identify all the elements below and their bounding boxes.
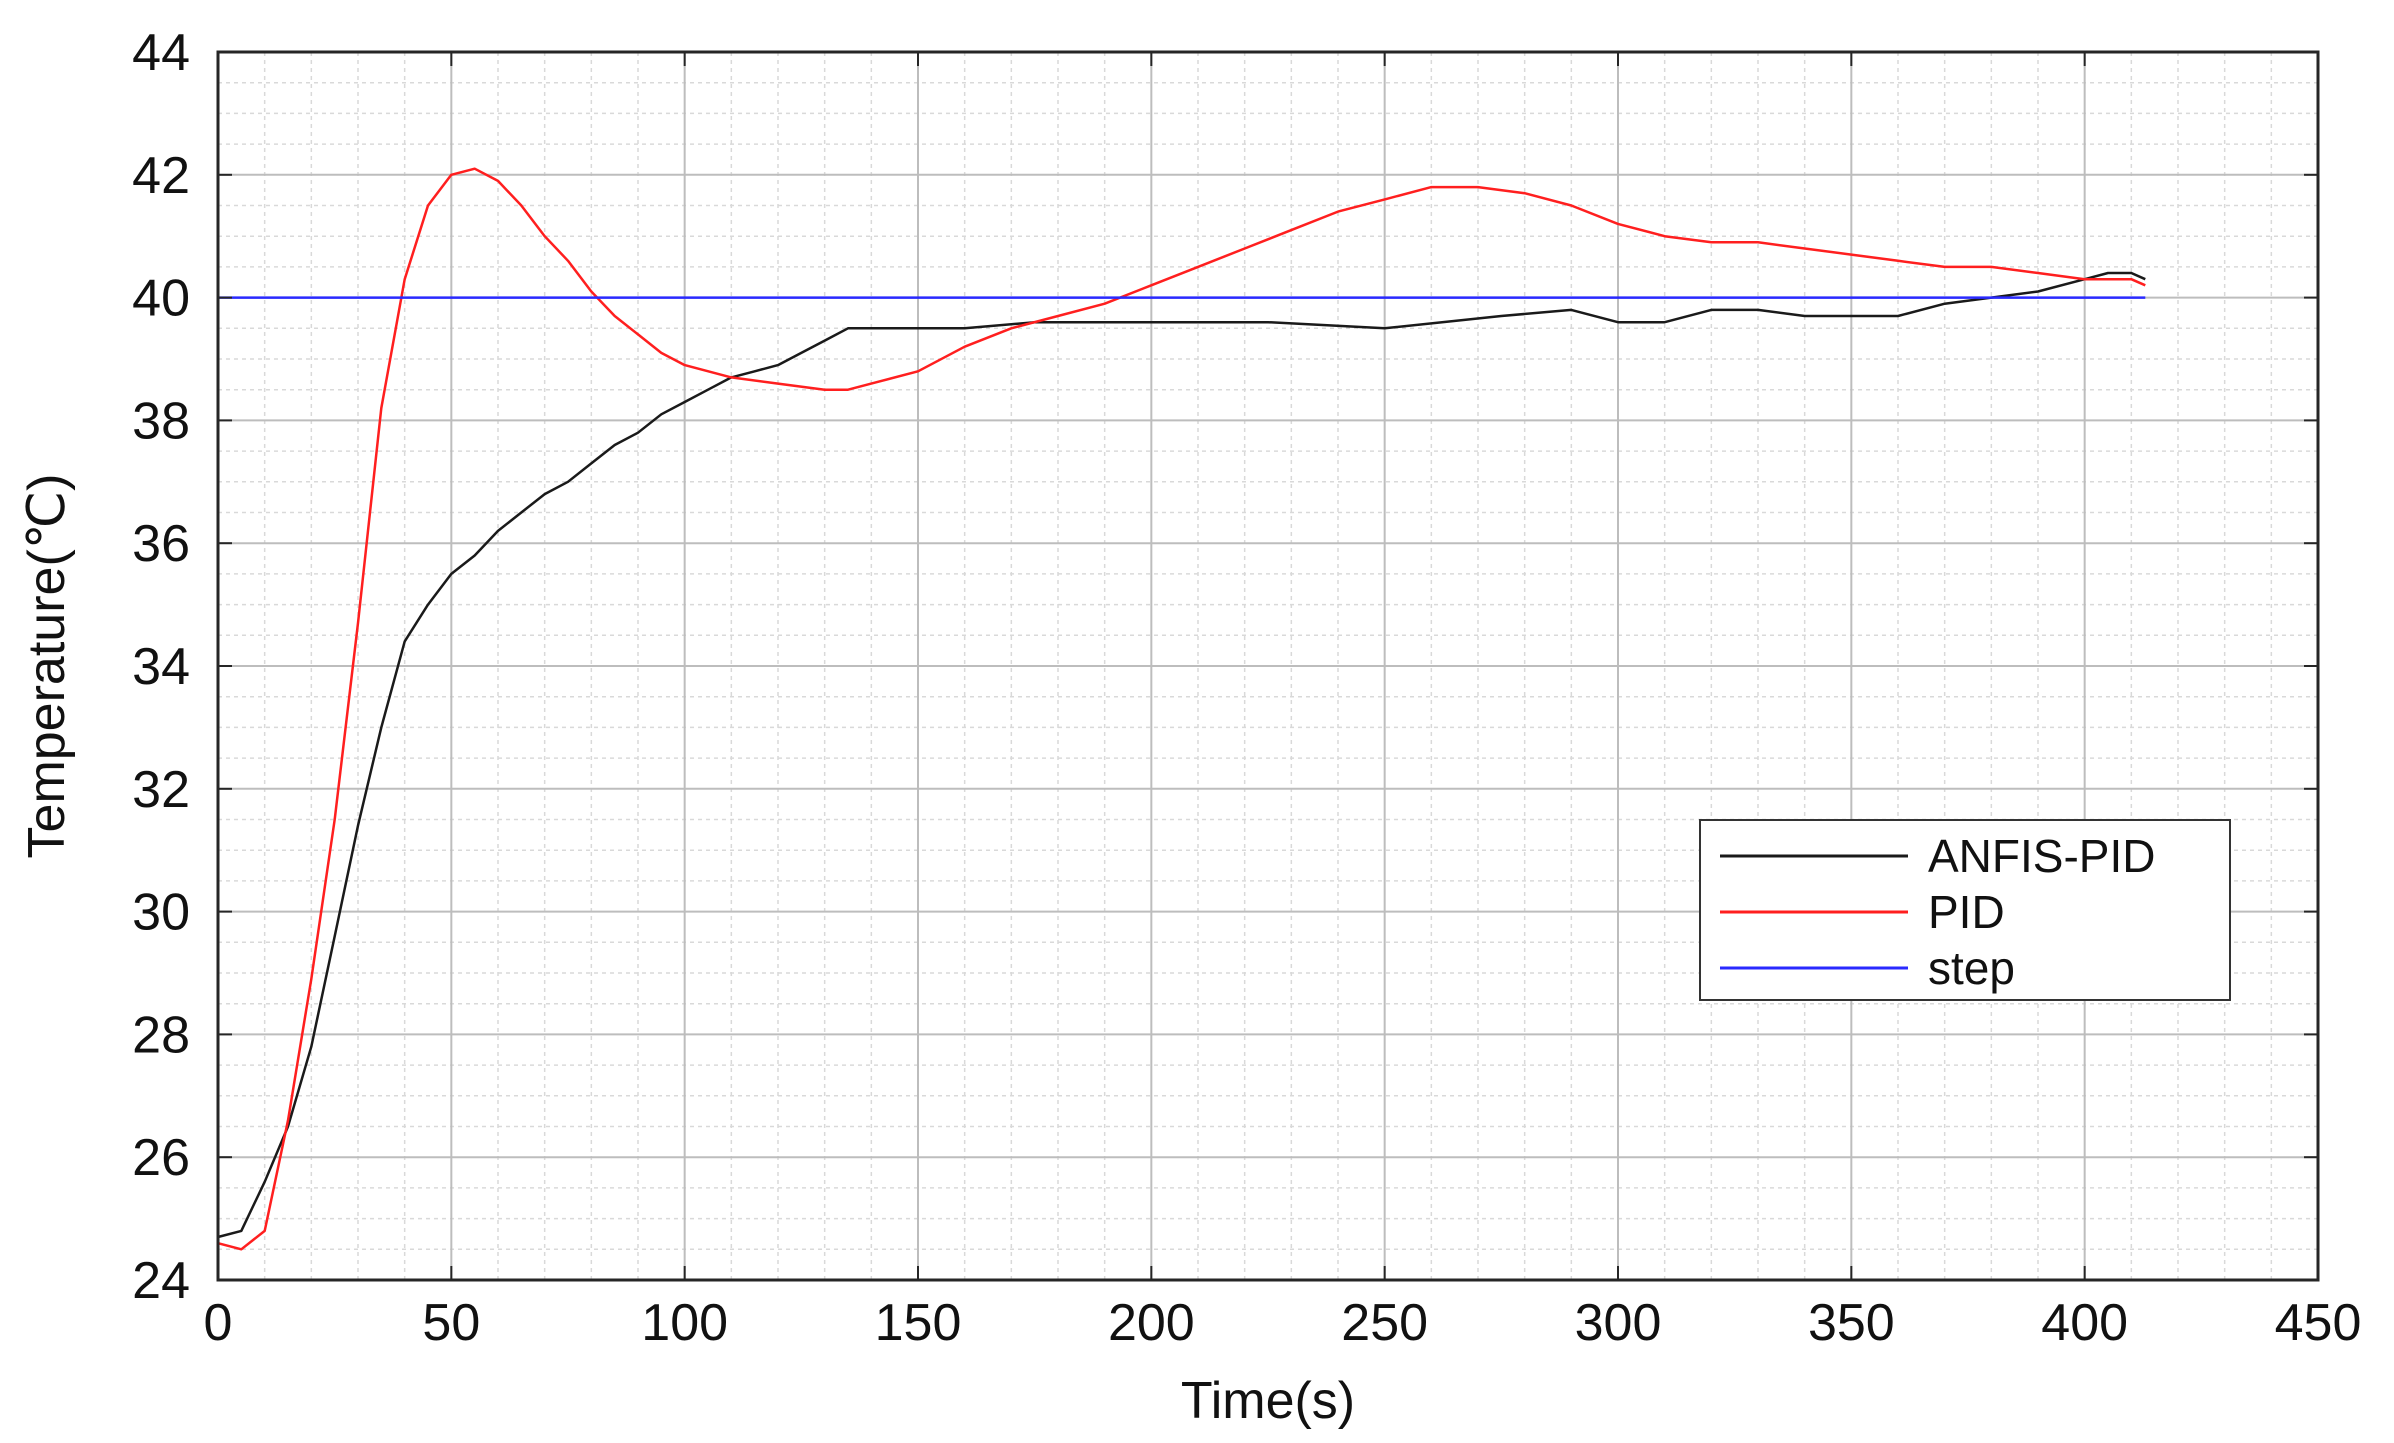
y-tick-label: 32 — [132, 761, 190, 819]
y-tick-label: 44 — [132, 24, 190, 82]
x-tick-label: 450 — [2275, 1294, 2362, 1352]
y-tick-label: 42 — [132, 147, 190, 205]
series-line-pid — [217, 167, 2146, 1251]
legend-box — [1699, 819, 2231, 1001]
x-tick-label: 50 — [422, 1294, 480, 1352]
y-tick-label: 36 — [132, 515, 190, 573]
y-axis-title: Temperature(℃) — [18, 474, 76, 859]
legend-label-step: step — [1928, 942, 2015, 994]
major-grid — [218, 52, 2318, 1280]
x-tick-label: 0 — [204, 1294, 233, 1352]
x-tick-label: 200 — [1108, 1294, 1195, 1352]
x-tick-label: 300 — [1575, 1294, 1662, 1352]
y-tick-label: 34 — [132, 638, 190, 696]
x-tick-label: 350 — [1808, 1294, 1895, 1352]
x-tick-label: 400 — [2041, 1294, 2128, 1352]
x-tick-label: 150 — [875, 1294, 962, 1352]
y-tick-label: 26 — [132, 1129, 190, 1187]
y-axis-ticks: 24 26 28 30 32 34 36 38 40 42 44 — [132, 24, 2318, 1310]
minor-grid — [218, 52, 2318, 1280]
legend-label-anfis-pid: ANFIS-PID — [1928, 830, 2155, 882]
x-axis-ticks: 0 50 100 150 200 250 300 350 400 450 — [204, 52, 2362, 1352]
series-layer — [217, 167, 2146, 1251]
series-line-anfis-pid — [217, 271, 2146, 1239]
legend-label-pid: PID — [1928, 886, 2005, 938]
y-tick-label: 40 — [132, 270, 190, 328]
y-tick-label: 30 — [132, 884, 190, 942]
y-tick-label: 28 — [132, 1006, 190, 1064]
y-tick-label: 38 — [132, 392, 190, 450]
x-tick-label: 250 — [1341, 1294, 1428, 1352]
x-axis-title: Time(s) — [1181, 1372, 1355, 1430]
x-tick-label: 100 — [641, 1294, 728, 1352]
y-tick-label: 24 — [132, 1252, 190, 1310]
